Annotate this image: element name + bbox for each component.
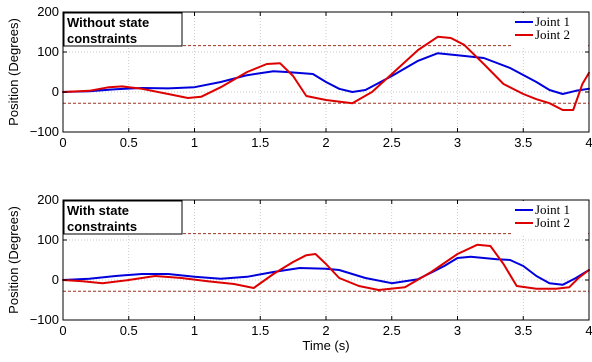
- y-tick-label: 200: [37, 4, 59, 19]
- annotation-text: With state: [67, 203, 129, 218]
- x-tick-label: 1.5: [251, 323, 269, 338]
- x-tick-label: 2.5: [383, 323, 401, 338]
- x-tick-label: 2: [322, 323, 329, 338]
- legend-label: Joint 1: [535, 202, 570, 217]
- annotation-box: [63, 200, 183, 235]
- x-tick-label: 3: [454, 135, 461, 150]
- annotation-text: constraints: [67, 219, 137, 234]
- x-tick-label: 0: [59, 135, 66, 150]
- y-axis-label: Position (Degrees): [6, 206, 21, 314]
- legend-box: [511, 201, 587, 235]
- legend-box: [511, 13, 587, 47]
- series-line-joint-1: [62, 52, 590, 95]
- annotation-text: constraints: [67, 31, 137, 46]
- x-tick-label: 1: [191, 135, 198, 150]
- legend-label: Joint 2: [535, 215, 570, 230]
- y-tick-label: 0: [52, 272, 59, 287]
- legend-label: Joint 1: [535, 14, 570, 29]
- annotation-box: [63, 12, 183, 47]
- x-tick-label: 3.5: [514, 135, 532, 150]
- annotation-text: Without state: [67, 15, 149, 30]
- x-tick-label: 0: [59, 323, 66, 338]
- y-tick-label: 0: [52, 84, 59, 99]
- x-tick-label: 3.5: [514, 323, 532, 338]
- x-tick-label: 4: [585, 135, 592, 150]
- x-tick-label: 1: [191, 323, 198, 338]
- y-tick-label: −100: [30, 124, 59, 139]
- x-axis-label: Time (s): [302, 338, 349, 353]
- legend-label: Joint 2: [535, 27, 570, 42]
- y-tick-label: −100: [30, 312, 59, 327]
- series-line-joint-2: [62, 35, 590, 111]
- y-tick-label: 100: [37, 232, 59, 247]
- x-tick-label: 0.5: [120, 135, 138, 150]
- y-tick-label: 100: [37, 44, 59, 59]
- y-axis-label: Position (Degrees): [6, 18, 21, 126]
- series-line-joint-2: [62, 243, 590, 291]
- series-line-joint-1: [62, 255, 590, 286]
- x-tick-label: 0.5: [120, 323, 138, 338]
- x-tick-label: 3: [454, 323, 461, 338]
- x-tick-label: 4: [585, 323, 592, 338]
- y-tick-label: 200: [37, 192, 59, 207]
- x-tick-label: 2: [322, 135, 329, 150]
- x-tick-label: 1.5: [251, 135, 269, 150]
- x-tick-label: 2.5: [383, 135, 401, 150]
